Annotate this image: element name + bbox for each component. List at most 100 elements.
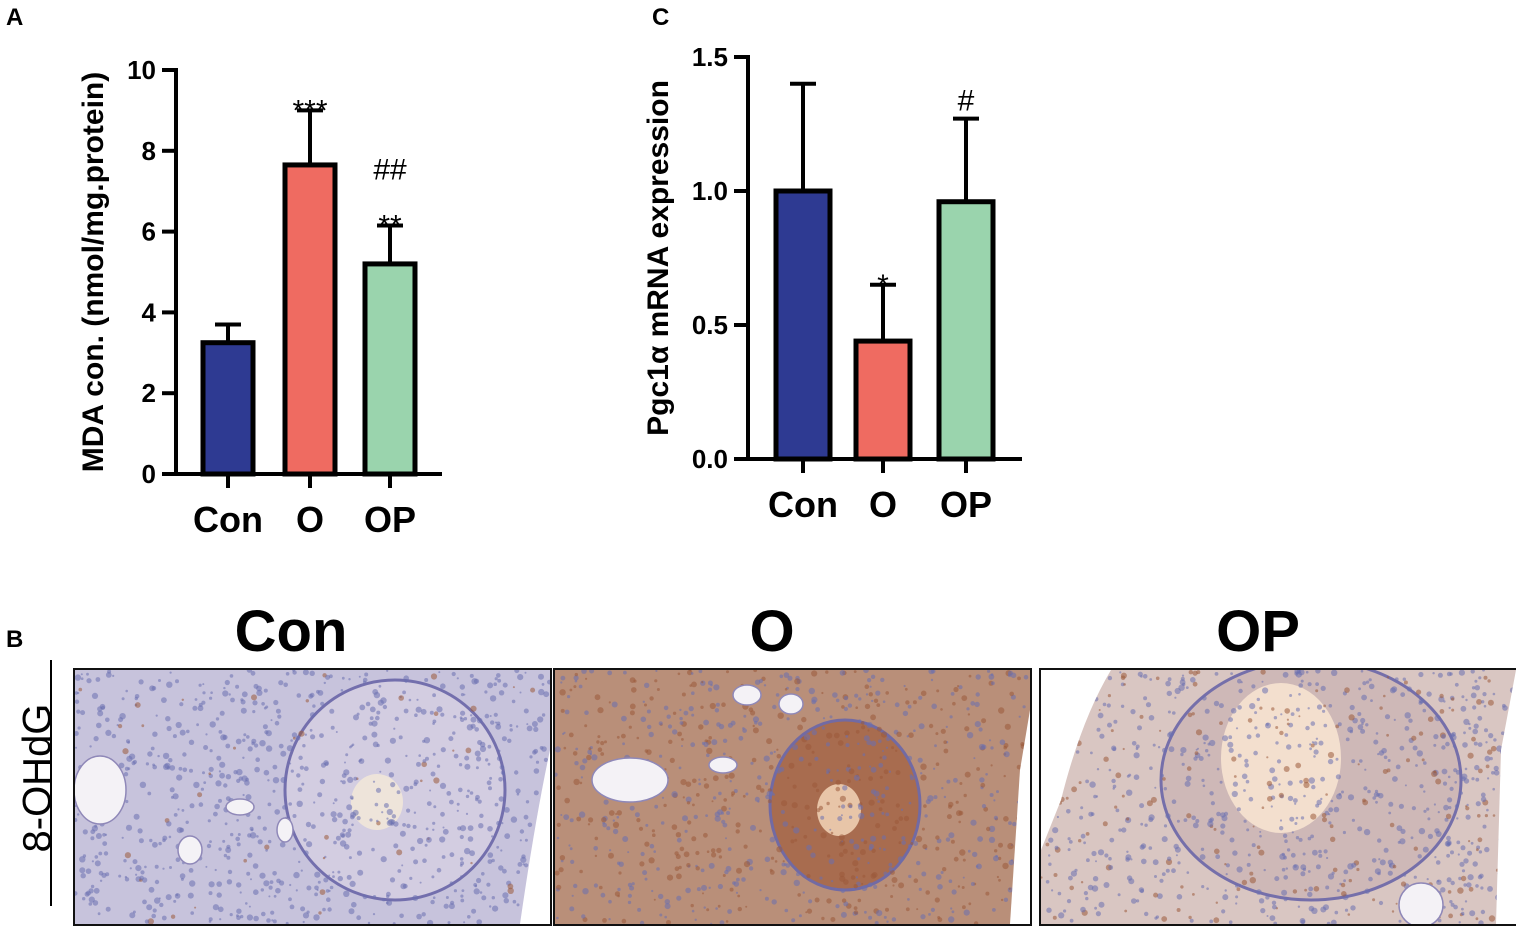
cell-nucleus bbox=[412, 824, 417, 829]
cell-nucleus bbox=[920, 690, 927, 697]
y-tick-label: 1.0 bbox=[692, 176, 728, 206]
cell-nucleus bbox=[288, 802, 292, 806]
cell-nucleus bbox=[1334, 910, 1339, 915]
cell-nucleus bbox=[77, 813, 80, 816]
cell-nucleus bbox=[456, 809, 459, 812]
cell-nucleus bbox=[122, 748, 129, 755]
cell-nucleus bbox=[881, 793, 886, 798]
cell-nucleus bbox=[1397, 840, 1401, 844]
cell-nucleus bbox=[639, 861, 645, 867]
cell-nucleus bbox=[102, 841, 108, 846]
cell-nucleus bbox=[301, 782, 305, 786]
cell-nucleus bbox=[439, 836, 446, 843]
cell-nucleus bbox=[102, 833, 106, 837]
cell-nucleus bbox=[1121, 827, 1127, 833]
cell-nucleus bbox=[907, 704, 912, 709]
cell-nucleus bbox=[655, 670, 658, 672]
cell-nucleus bbox=[690, 672, 694, 675]
cell-nucleus bbox=[689, 670, 692, 672]
cell-nucleus bbox=[573, 675, 579, 681]
cell-nucleus bbox=[1180, 747, 1187, 754]
cell-nucleus bbox=[581, 670, 587, 674]
cell-nucleus bbox=[547, 679, 550, 685]
cell-nucleus bbox=[690, 742, 696, 748]
cell-nucleus bbox=[512, 899, 517, 904]
cell-nucleus bbox=[594, 694, 601, 701]
cell-nucleus bbox=[1318, 740, 1324, 746]
cell-nucleus bbox=[450, 900, 455, 905]
cell-nucleus bbox=[853, 774, 860, 781]
cell-nucleus bbox=[1392, 776, 1398, 782]
cell-nucleus bbox=[302, 744, 306, 748]
cell-nucleus bbox=[745, 905, 748, 908]
cell-nucleus bbox=[424, 678, 429, 682]
cell-nucleus bbox=[737, 894, 741, 898]
cell-nucleus bbox=[760, 788, 765, 793]
cell-nucleus bbox=[682, 796, 685, 799]
cell-nucleus bbox=[690, 903, 694, 908]
cell-nucleus bbox=[517, 674, 524, 681]
cell-nucleus bbox=[78, 687, 83, 692]
cell-nucleus bbox=[579, 764, 586, 771]
cell-nucleus bbox=[1474, 679, 1478, 683]
cell-nucleus bbox=[841, 898, 847, 903]
cell-nucleus bbox=[1484, 846, 1490, 853]
cell-nucleus bbox=[1104, 853, 1109, 858]
cell-nucleus bbox=[263, 769, 270, 776]
cell-nucleus bbox=[177, 808, 180, 811]
cell-nucleus bbox=[1207, 753, 1211, 757]
cell-nucleus bbox=[1435, 860, 1441, 865]
cell-nucleus bbox=[1259, 706, 1263, 710]
cell-nucleus bbox=[1438, 696, 1445, 703]
cell-nucleus bbox=[591, 754, 598, 761]
cell-nucleus bbox=[629, 703, 636, 710]
cell-nucleus bbox=[1484, 728, 1488, 733]
cell-nucleus bbox=[725, 920, 729, 923]
cell-nucleus bbox=[869, 685, 872, 688]
cell-nucleus bbox=[1209, 919, 1214, 924]
cell-nucleus bbox=[1289, 816, 1295, 822]
cell-nucleus bbox=[378, 684, 382, 688]
cell-nucleus bbox=[1008, 859, 1014, 866]
cell-nucleus bbox=[738, 735, 744, 741]
cell-nucleus bbox=[1225, 873, 1228, 876]
cell-nucleus bbox=[967, 713, 971, 716]
cell-nucleus bbox=[1004, 723, 1011, 730]
cell-nucleus bbox=[1412, 745, 1418, 751]
cell-nucleus bbox=[1307, 707, 1310, 710]
cell-nucleus bbox=[218, 770, 221, 773]
cell-nucleus bbox=[203, 745, 209, 750]
cell-nucleus bbox=[516, 793, 520, 796]
cell-nucleus bbox=[305, 821, 312, 828]
cell-nucleus bbox=[715, 907, 718, 910]
cell-nucleus bbox=[1085, 896, 1089, 901]
cell-nucleus bbox=[514, 770, 519, 775]
cell-nucleus bbox=[707, 687, 713, 692]
cell-nucleus bbox=[1368, 683, 1375, 690]
cell-nucleus bbox=[736, 867, 742, 874]
cell-nucleus bbox=[825, 742, 831, 747]
cell-nucleus bbox=[814, 756, 819, 761]
cell-nucleus bbox=[733, 881, 740, 887]
cell-nucleus bbox=[198, 683, 202, 687]
cell-nucleus bbox=[845, 735, 849, 738]
cell-nucleus bbox=[491, 896, 495, 900]
cell-nucleus bbox=[1057, 891, 1062, 896]
cell-nucleus bbox=[459, 864, 463, 867]
cell-nucleus bbox=[601, 817, 607, 823]
cell-nucleus bbox=[1309, 743, 1312, 746]
cell-nucleus bbox=[1487, 679, 1491, 683]
cell-nucleus bbox=[1361, 722, 1364, 726]
cell-nucleus bbox=[1404, 726, 1410, 731]
cell-nucleus bbox=[765, 794, 770, 800]
cell-nucleus bbox=[769, 836, 776, 843]
cell-nucleus bbox=[189, 768, 193, 773]
cell-nucleus bbox=[96, 722, 102, 729]
cell-nucleus bbox=[169, 866, 172, 869]
cell-nucleus bbox=[1163, 787, 1167, 791]
cell-nucleus bbox=[646, 709, 651, 714]
cell-nucleus bbox=[959, 782, 963, 785]
cell-nucleus bbox=[763, 755, 770, 762]
cell-nucleus bbox=[686, 801, 691, 805]
